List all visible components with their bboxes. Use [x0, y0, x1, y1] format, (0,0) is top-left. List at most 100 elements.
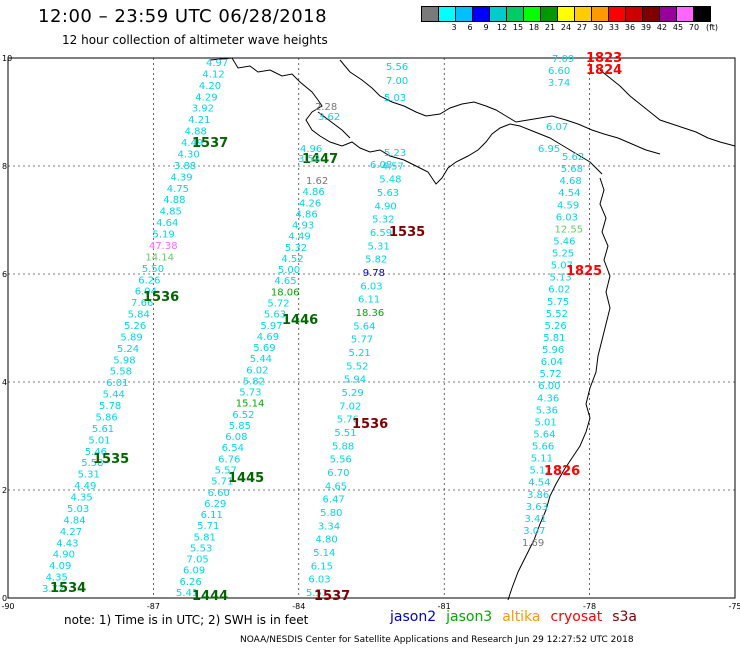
- legend-item: altika: [502, 609, 541, 625]
- wave-height-value: 5.97: [260, 321, 282, 332]
- wave-height-value: 6.60: [208, 488, 230, 499]
- wave-height-value: 5.32: [285, 243, 307, 254]
- wave-height-value: 5.82: [365, 255, 387, 266]
- scale-tick-label: 18: [528, 23, 540, 32]
- wave-height-value: 5.00: [278, 265, 300, 276]
- wave-height-value: 6.29: [204, 499, 226, 510]
- wave-height-value: 4.65: [325, 481, 347, 492]
- wave-height-value: 5.23: [384, 148, 406, 159]
- wave-height-value: 6.15: [311, 561, 333, 572]
- wave-height-value: 5.62: [562, 152, 584, 163]
- wave-height-value: 4.69: [257, 332, 279, 343]
- scale-tick-label: 9: [483, 23, 489, 32]
- wave-height-value: 3.86: [527, 490, 549, 501]
- wave-height-value: 3.34: [318, 521, 340, 532]
- legend-item: cryosat: [550, 609, 603, 625]
- wave-height-value: 3.88: [174, 161, 196, 172]
- wave-height-value: 5.61: [92, 424, 114, 435]
- wave-height-value: 5.29: [341, 388, 363, 399]
- pass-time-label: 1823: [586, 51, 622, 66]
- wave-height-value: 3.41: [525, 514, 547, 525]
- legend-item: jason3: [446, 609, 493, 625]
- wave-height-value: 4.90: [53, 550, 75, 561]
- wave-height-value: 5.31: [78, 470, 100, 481]
- wave-height-value: 6.03: [556, 212, 578, 223]
- wave-height-value: 4.49: [288, 232, 310, 243]
- wave-height-value: 5.19: [153, 230, 175, 241]
- wave-height-value: 6.70: [327, 468, 349, 479]
- wave-height-value: 6.95: [538, 144, 560, 155]
- wave-height-value: 7.02: [339, 401, 361, 412]
- pass-time-label: 1536: [143, 290, 179, 305]
- wave-height-value: 4.35: [46, 573, 68, 584]
- wave-height-value: 4.75: [167, 184, 189, 195]
- map-title: 12:00 – 23:59 UTC 06/28/2018: [38, 6, 328, 27]
- lat-lon-grid: [7, 57, 736, 599]
- wave-height-value: 6.59: [370, 228, 392, 239]
- wave-height-value: 4.88: [185, 127, 207, 138]
- wave-height-value: 5.73: [239, 388, 261, 399]
- scale-tick-label: 42: [656, 23, 668, 32]
- wave-height-value: 4.43: [56, 538, 78, 549]
- wave-height-value: 5.56: [330, 455, 352, 466]
- wave-height-value: 6.03: [308, 575, 330, 586]
- wave-height-value: 5.01: [88, 435, 110, 446]
- wave-height-value: 5.46: [85, 447, 107, 458]
- wave-height-value: 5.50: [142, 264, 164, 275]
- wave-height-value: 4.88: [163, 195, 185, 206]
- wave-height-value: 4.54: [528, 478, 550, 489]
- wave-height-value: 7.09: [552, 54, 574, 65]
- wave-height-value: 5.51: [334, 428, 356, 439]
- wave-height-value: 3.92: [192, 104, 214, 115]
- wave-height-value: 18.36: [356, 308, 385, 319]
- wave-height-value: 5.86: [95, 412, 117, 423]
- pass-time-label: 1535: [389, 225, 425, 240]
- latitude-labels: 10 8 6 4 2 0: [2, 54, 12, 603]
- wave-height-value: 5.48: [379, 175, 401, 186]
- color-scale-labels: 3 6 9 12 15 18 21 24 27 30 33 36 39 42 45 70 (ft): [422, 23, 740, 35]
- wave-height-value: 4.20: [199, 81, 221, 92]
- wave-height-value: 14.14: [145, 252, 174, 263]
- wave-height-value: 6.26: [180, 577, 202, 588]
- pass-time-label: 1444: [192, 589, 228, 604]
- lat-tick-label: 10: [2, 54, 12, 63]
- altimeter-tracks: 3.724.354.094.904.434.274.845.034.354.49…: [42, 58, 584, 599]
- wave-height-value: 5.71: [211, 477, 233, 488]
- lon-tick-label: -90: [1, 602, 14, 611]
- wave-height-value: 6.11: [201, 510, 223, 521]
- wave-height-value: 6.07: [546, 122, 568, 133]
- wave-height-value: 5.56: [386, 62, 408, 73]
- wave-height-value: 5.41: [176, 588, 198, 599]
- wave-height-value: 5.64: [353, 321, 375, 332]
- lon-tick-label: -84: [292, 602, 305, 611]
- wave-height-value: 5.12: [530, 466, 552, 477]
- caribbean-coast: [339, 59, 661, 155]
- pass-time-label: 1537: [192, 136, 228, 151]
- wave-height-value: 5.72: [540, 369, 562, 380]
- wave-height-value: 4.35: [71, 493, 93, 504]
- wave-height-value: 4.85: [160, 207, 182, 218]
- legend-item: s3a: [612, 609, 637, 625]
- wave-height-value: 47.38: [149, 241, 178, 252]
- wave-height-value: 7.66: [131, 298, 153, 309]
- scale-unit-label: (ft): [705, 23, 719, 32]
- scale-swatch: [693, 6, 711, 22]
- wave-height-value: 5.63: [377, 188, 399, 199]
- north-coast: [209, 57, 603, 185]
- colombia-coast: [507, 177, 611, 601]
- panama-gulf: [317, 111, 351, 139]
- wave-height-value: 4.57: [382, 161, 404, 172]
- wave-height-value: 1.62: [306, 176, 328, 187]
- lat-tick-label: 8: [2, 162, 7, 171]
- pass-time-label: 1446: [282, 313, 318, 328]
- wave-height-value: 6.52: [232, 410, 254, 421]
- wave-height-value: 5.96: [542, 345, 564, 356]
- wave-height-value: 7.00: [386, 76, 408, 87]
- wave-height-value: 4.26: [299, 198, 321, 209]
- wave-height-value: 5.01: [535, 417, 557, 428]
- pass-time-label: 1536: [352, 417, 388, 432]
- wave-height-value: 4.49: [181, 138, 203, 149]
- lon-tick-label: -78: [583, 602, 596, 611]
- wave-height-value: 4.80: [315, 535, 337, 546]
- scale-tick-label: 70: [688, 23, 700, 32]
